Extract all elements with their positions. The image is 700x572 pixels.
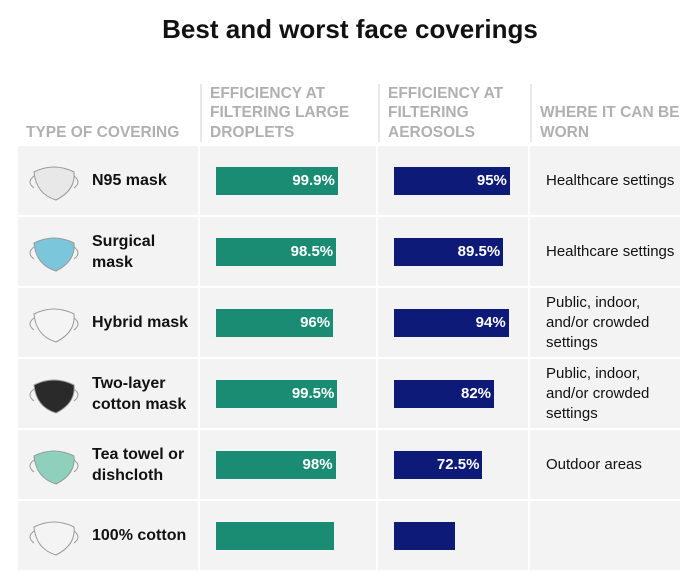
mask-icon bbox=[29, 450, 79, 485]
cell: 96% bbox=[200, 288, 376, 357]
cell: 94% bbox=[378, 288, 528, 357]
bar-track bbox=[216, 521, 338, 550]
value-label: 89.5% bbox=[457, 243, 501, 260]
cell: 100% cotton bbox=[18, 501, 198, 570]
table-row: N95 mask 99.9% 95% Healthcare settings bbox=[18, 146, 682, 215]
bar-track: 99.9% bbox=[216, 166, 338, 195]
bar: 82% bbox=[394, 379, 495, 408]
cell: 99.9% bbox=[200, 146, 376, 215]
mask-icon bbox=[29, 166, 79, 201]
mask-icon bbox=[29, 308, 79, 343]
bar: 98% bbox=[216, 450, 336, 479]
table-row: Surgical mask 98.5% 89.5% Healthcare settin… bbox=[18, 217, 682, 286]
cell: Public, indoor, and/or crowded settings bbox=[530, 288, 680, 357]
cell: 82% bbox=[378, 359, 528, 428]
cell: 98.5% bbox=[200, 217, 376, 286]
bar: 95% bbox=[394, 166, 510, 195]
bar-track: 89.5% bbox=[394, 237, 516, 266]
column-header: TYPE OF COVERING bbox=[26, 123, 180, 141]
bar: 94% bbox=[394, 308, 509, 337]
cell: Hybrid mask bbox=[18, 288, 198, 357]
bar-track: 95% bbox=[394, 166, 516, 195]
cell: Surgical mask bbox=[18, 217, 198, 286]
bar-track bbox=[394, 521, 516, 550]
bar-track: 94% bbox=[394, 308, 516, 337]
column-header: EFFICIENCY AT FILTERING AEROSOLS bbox=[378, 84, 530, 142]
value-label: 99.5% bbox=[291, 385, 335, 402]
row-label: Tea towel or dishcloth bbox=[92, 445, 185, 484]
page: Best and worst face coverings TYPE OF CO… bbox=[18, 14, 682, 570]
bar-track: 72.5% bbox=[394, 450, 516, 479]
bar: 99.9% bbox=[216, 166, 338, 195]
bar-track: 96% bbox=[216, 308, 338, 337]
cell: 98% bbox=[200, 430, 376, 499]
cell: Outdoor areas bbox=[530, 430, 680, 499]
row-label: 100% cotton bbox=[92, 527, 187, 544]
value-label: 99.9% bbox=[292, 172, 335, 189]
column-header: WHERE IT CAN BE WORN bbox=[530, 84, 682, 142]
where-text: Healthcare settings bbox=[546, 171, 675, 189]
cell: Public, indoor, and/or crowded settings bbox=[530, 359, 680, 428]
cell bbox=[530, 501, 680, 570]
cell: Healthcare settings bbox=[530, 217, 680, 286]
bar bbox=[394, 521, 455, 550]
bar-track: 99.5% bbox=[216, 379, 338, 408]
value-label: 95% bbox=[476, 172, 507, 189]
bar-track: 98% bbox=[216, 450, 338, 479]
table-row: Tea towel or dishcloth 98% 72.5% Outdoor ar… bbox=[18, 430, 682, 499]
value-label: 96% bbox=[300, 314, 331, 331]
mask-icon bbox=[29, 379, 79, 414]
cell: 72.5% bbox=[378, 430, 528, 499]
value-label: 98% bbox=[302, 456, 333, 473]
where-text: Healthcare settings bbox=[546, 242, 675, 260]
cell: Two-layer cotton mask bbox=[18, 359, 198, 428]
cell: 89.5% bbox=[378, 217, 528, 286]
bar: 89.5% bbox=[394, 237, 504, 266]
bar: 99.5% bbox=[216, 379, 338, 408]
mask-icon bbox=[29, 521, 79, 556]
cell: Healthcare settings bbox=[530, 146, 680, 215]
table-row: Hybrid mask 96% 94% Public, indoor, and/or … bbox=[18, 288, 682, 357]
where-text: Public, indoor, and/or crowded settings bbox=[546, 364, 650, 422]
bar: 98.5% bbox=[216, 237, 337, 266]
row-label: N95 mask bbox=[92, 172, 167, 189]
bar-track: 98.5% bbox=[216, 237, 338, 266]
title: Best and worst face coverings bbox=[162, 14, 538, 44]
table-row: 100% cotton bbox=[18, 501, 682, 570]
value-label: 82% bbox=[461, 385, 492, 402]
cell bbox=[378, 501, 528, 570]
column-header: EFFICIENCY AT FILTERING LARGE DROPLETS bbox=[200, 84, 378, 142]
value-label: 94% bbox=[475, 314, 506, 331]
value-label: 98.5% bbox=[290, 243, 334, 260]
value-label: 72.5% bbox=[436, 456, 480, 473]
row-label: Hybrid mask bbox=[92, 314, 189, 331]
row-label: Two-layer cotton mask bbox=[92, 374, 187, 413]
row-label: Surgical mask bbox=[92, 232, 156, 271]
cell: 95% bbox=[378, 146, 528, 215]
bar bbox=[216, 521, 335, 550]
cell: 99.5% bbox=[200, 359, 376, 428]
table: N95 mask 99.9% 95% Healthcare settings Surgi… bbox=[18, 146, 682, 572]
where-text: Outdoor areas bbox=[546, 455, 642, 473]
cell: N95 mask bbox=[18, 146, 198, 215]
where-text: Public, indoor, and/or crowded settings bbox=[546, 293, 650, 351]
mask-icon bbox=[29, 237, 79, 272]
table-row: Two-layer cotton mask 99.5% 82% Public, ind… bbox=[18, 359, 682, 428]
header-row: TYPE OF COVERING EFFICIENCY AT FILTERING … bbox=[18, 84, 682, 142]
cell bbox=[200, 501, 376, 570]
bar: 72.5% bbox=[394, 450, 483, 479]
bar-track: 82% bbox=[394, 379, 516, 408]
cell: Tea towel or dishcloth bbox=[18, 430, 198, 499]
bar: 96% bbox=[216, 308, 334, 337]
